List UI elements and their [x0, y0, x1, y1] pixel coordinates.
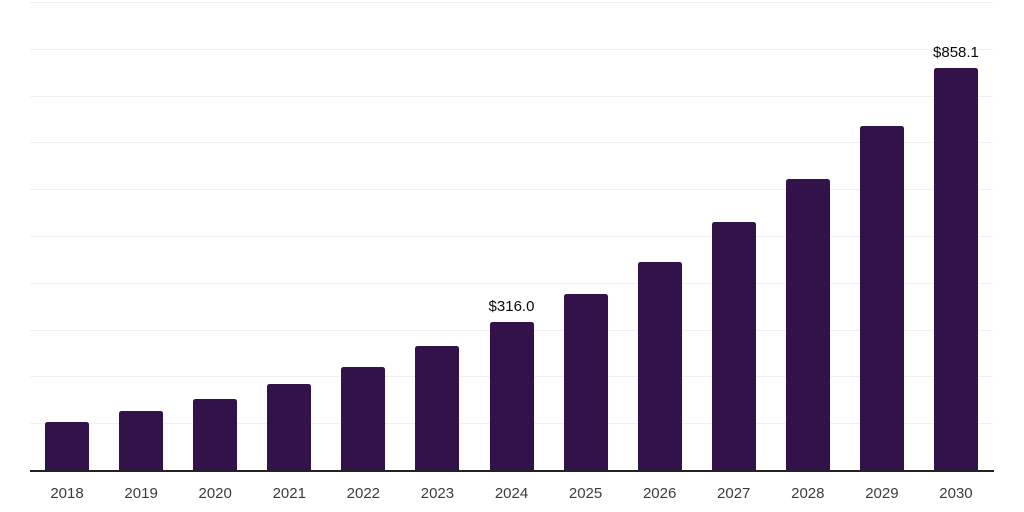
x-tick-2026: 2026 [642, 485, 677, 502]
bar-2025 [563, 293, 608, 470]
x-tick-2025: 2025 [568, 485, 603, 502]
gridline-900 [30, 48, 993, 50]
bar-2019 [119, 411, 164, 470]
data-label-2024: $316.0 [488, 298, 535, 316]
x-tick-2022: 2022 [346, 485, 381, 502]
bar-2020 [193, 399, 238, 470]
bar-2022 [341, 367, 386, 470]
x-tick-2021: 2021 [272, 485, 306, 502]
x-tick-2030: 2030 [939, 485, 973, 502]
bar-2029 [859, 126, 904, 470]
x-tick-2020: 2020 [198, 485, 232, 502]
x-tick-2028: 2028 [791, 485, 825, 502]
bar-2021 [267, 384, 312, 470]
bar-2026 [637, 261, 682, 470]
data-label-2030: $858.1 [933, 44, 979, 62]
x-tick-2029: 2029 [865, 485, 899, 502]
gridline-400 [30, 282, 993, 284]
gridline-800 [30, 95, 993, 97]
bar-2030 [933, 68, 978, 470]
gridline-500 [30, 236, 993, 237]
x-tick-2018: 2018 [50, 485, 84, 502]
x-tick-2019: 2019 [124, 485, 158, 502]
x-tick-2027: 2027 [717, 485, 751, 502]
bar-2027 [711, 222, 756, 470]
gridline-1000 [30, 2, 993, 3]
x-tick-2024: 2024 [494, 485, 529, 502]
bar-2024 [489, 322, 534, 470]
x-axis-line [30, 470, 994, 472]
gridline-700 [30, 142, 993, 144]
bar-2028 [785, 178, 830, 470]
plot-area: $316.0 $858.1 [30, 2, 993, 470]
x-tick-2023: 2023 [420, 485, 455, 502]
gridline-600 [30, 189, 993, 191]
bar-2023 [415, 346, 460, 470]
bar-2018 [45, 422, 90, 470]
